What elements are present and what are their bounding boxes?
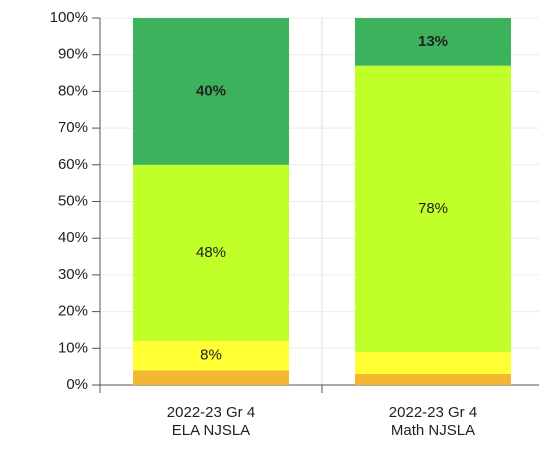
bar-segment bbox=[133, 340, 289, 371]
bar-segment bbox=[355, 65, 511, 352]
bar-segment bbox=[133, 18, 289, 165]
y-tick-label: 20% bbox=[58, 303, 88, 320]
x-tick-label-line: Math NJSLA bbox=[391, 422, 475, 439]
x-tick-label: 2022-23 Gr 4 ELA NJSLA bbox=[167, 404, 255, 439]
y-tick-label: 30% bbox=[58, 266, 88, 283]
x-tick-label-line: 2022-23 Gr 4 bbox=[389, 404, 477, 421]
y-tick-label: 0% bbox=[66, 376, 88, 393]
data-label: 48% bbox=[196, 244, 226, 261]
y-tick-label: 70% bbox=[58, 119, 88, 136]
bar-segment bbox=[355, 18, 511, 66]
bar-segment bbox=[133, 164, 289, 341]
y-tick-label: 80% bbox=[58, 82, 88, 99]
y-tick-label: 50% bbox=[58, 192, 88, 209]
y-tick-label: 90% bbox=[58, 46, 88, 63]
y-tick-label: 10% bbox=[58, 339, 88, 356]
bar-segment bbox=[133, 370, 289, 385]
data-label: 40% bbox=[196, 82, 226, 99]
y-tick-label: 40% bbox=[58, 229, 88, 246]
y-tick-label: 100% bbox=[50, 9, 88, 26]
data-label: 8% bbox=[200, 347, 222, 364]
data-label: 13% bbox=[418, 33, 448, 50]
x-tick-label-line: ELA NJSLA bbox=[172, 422, 250, 439]
x-tick-label: 2022-23 Gr 4 Math NJSLA bbox=[389, 404, 477, 439]
bar-segment bbox=[355, 351, 511, 374]
x-tick-label-line: 2022-23 Gr 4 bbox=[167, 404, 255, 421]
y-tick-label: 60% bbox=[58, 156, 88, 173]
bar-segment bbox=[355, 373, 511, 385]
data-label: 78% bbox=[418, 200, 448, 217]
